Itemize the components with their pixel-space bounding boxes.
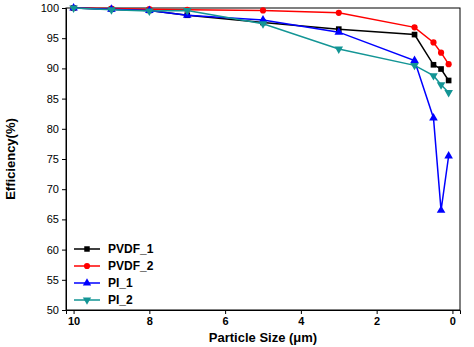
series-marker bbox=[145, 9, 154, 16]
data-area bbox=[69, 3, 453, 213]
x-tick: 8 bbox=[147, 310, 153, 327]
y-tick-mark bbox=[62, 129, 66, 130]
legend-label: PI_2 bbox=[108, 293, 133, 307]
series-marker bbox=[69, 6, 78, 13]
series-marker bbox=[429, 113, 438, 120]
plot-frame bbox=[66, 8, 460, 310]
plot: 108642050556065707580859095100PVDF_1PVDF… bbox=[41, 2, 461, 327]
y-tick: 85 bbox=[47, 93, 66, 105]
x-tick-label: 2 bbox=[374, 315, 380, 327]
chart: 108642050556065707580859095100PVDF_1PVDF… bbox=[0, 0, 474, 347]
series-marker bbox=[429, 73, 438, 80]
x-tick: 6 bbox=[223, 310, 229, 327]
x-tick: 4 bbox=[298, 310, 305, 327]
series-marker bbox=[438, 66, 444, 72]
x-tick-label: 0 bbox=[450, 315, 456, 327]
y-tick: 70 bbox=[47, 183, 66, 195]
x-tick-label: 10 bbox=[68, 315, 80, 327]
series-marker bbox=[183, 8, 192, 15]
y-tick-label: 95 bbox=[47, 32, 59, 44]
y-tick: 80 bbox=[47, 123, 66, 135]
y-tick-mark bbox=[62, 99, 66, 100]
y-tick-mark bbox=[62, 280, 66, 281]
legend-marker bbox=[84, 263, 90, 269]
x-tick-mark bbox=[301, 310, 302, 314]
y-tick-label: 85 bbox=[47, 93, 59, 105]
series-marker bbox=[437, 82, 446, 89]
y-tick-mark bbox=[62, 250, 66, 251]
y-axis-line bbox=[62, 9, 67, 311]
y-tick-mark bbox=[62, 189, 66, 190]
series-marker bbox=[410, 63, 419, 70]
y-tick: 95 bbox=[47, 32, 66, 44]
y-tick: 100 bbox=[41, 2, 66, 14]
y-axis-title: Efficiency(%) bbox=[3, 118, 18, 200]
x-tick: 0 bbox=[450, 310, 456, 327]
y-tick-mark bbox=[62, 8, 66, 9]
x-tick-label: 8 bbox=[147, 315, 153, 327]
series-marker bbox=[260, 7, 266, 13]
series-line bbox=[74, 8, 449, 93]
y-tick-label: 70 bbox=[47, 183, 59, 195]
series-line bbox=[74, 8, 449, 64]
x-tick-mark bbox=[377, 310, 378, 314]
y-tick-label: 65 bbox=[47, 213, 59, 225]
x-tick-label: 4 bbox=[298, 315, 305, 327]
y-tick: 50 bbox=[47, 304, 66, 316]
series-marker bbox=[444, 151, 453, 158]
y-tick-mark bbox=[62, 38, 66, 39]
series-marker bbox=[411, 24, 417, 30]
series-marker bbox=[437, 205, 446, 212]
y-tick: 65 bbox=[47, 213, 66, 225]
y-tick-label: 80 bbox=[47, 123, 59, 135]
x-tick: 2 bbox=[374, 310, 380, 327]
series-marker bbox=[444, 90, 453, 97]
y-axis: 50 55 60 65 70 75 80 85 90 95 100 bbox=[41, 2, 67, 316]
y-tick-label: 100 bbox=[41, 2, 59, 14]
y-tick-label: 60 bbox=[47, 244, 59, 256]
x-axis-line bbox=[67, 311, 461, 315]
series-marker bbox=[430, 39, 436, 45]
legend-label: PI_1 bbox=[108, 276, 133, 290]
y-tick: 75 bbox=[47, 153, 66, 165]
series-marker bbox=[259, 21, 268, 28]
series-line bbox=[74, 8, 449, 80]
x-tick-mark bbox=[452, 310, 453, 314]
series-marker bbox=[446, 61, 452, 67]
y-tick: 60 bbox=[47, 244, 66, 256]
series-marker bbox=[334, 27, 343, 34]
series-marker bbox=[438, 50, 444, 56]
x-tick-label: 6 bbox=[223, 315, 229, 327]
series-marker bbox=[334, 47, 343, 54]
series-marker bbox=[412, 32, 418, 38]
y-tick-label: 90 bbox=[47, 62, 59, 74]
y-tick: 55 bbox=[47, 274, 66, 286]
y-tick: 90 bbox=[47, 62, 66, 74]
legend-marker bbox=[83, 298, 91, 305]
x-tick-mark bbox=[74, 310, 75, 314]
series-marker bbox=[431, 62, 437, 68]
series-marker bbox=[446, 78, 452, 84]
y-tick-mark bbox=[62, 159, 66, 160]
y-tick-label: 75 bbox=[47, 153, 59, 165]
y-tick-label: 55 bbox=[47, 274, 59, 286]
y-tick-mark bbox=[62, 68, 66, 69]
legend-label: PVDF_1 bbox=[108, 242, 154, 256]
legend-marker bbox=[83, 278, 91, 285]
x-axis: 10 8 6 4 2 0 bbox=[67, 310, 461, 327]
x-tick-mark bbox=[149, 310, 150, 314]
y-tick-mark bbox=[62, 219, 66, 220]
series-line bbox=[74, 8, 449, 210]
y-tick-label: 50 bbox=[47, 304, 59, 316]
series-marker bbox=[336, 10, 342, 16]
series-marker bbox=[107, 7, 116, 14]
x-tick-mark bbox=[225, 310, 226, 314]
x-axis-title: Particle Size (μm) bbox=[209, 330, 317, 345]
x-tick: 10 bbox=[68, 310, 80, 327]
legend: PVDF_1 PVDF_2 PI_1 PI_2 bbox=[74, 242, 154, 307]
series-marker bbox=[410, 56, 419, 63]
legend-label: PVDF_2 bbox=[108, 259, 154, 273]
legend-marker bbox=[84, 246, 89, 251]
y-tick-mark bbox=[62, 310, 66, 311]
